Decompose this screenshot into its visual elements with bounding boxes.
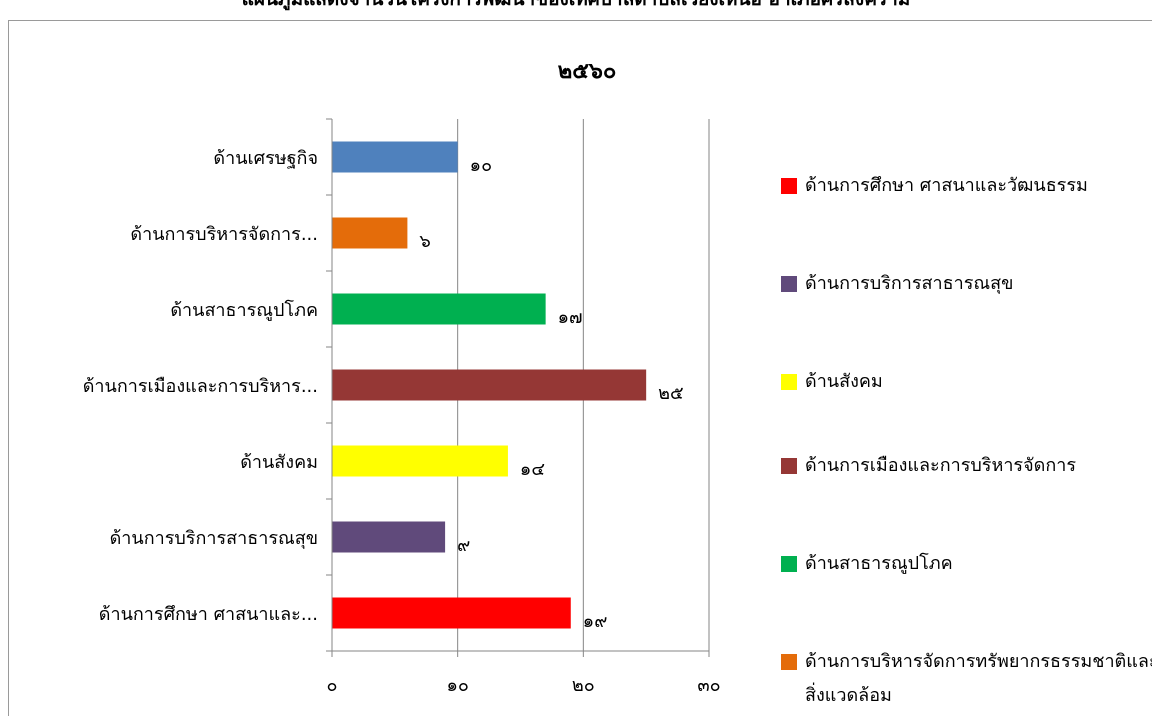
bar (332, 369, 647, 401)
legend-item: ด้านสาธารณูปโภค (781, 547, 1152, 581)
legend-swatch (781, 556, 797, 572)
data-label: ๖ (419, 231, 430, 252)
chart-frame: ๑๙๙๑๔ ๒๕ ๑๗๖๑๐ ๐๑๐ ๒๐ ๓๐ ด้านการศึกษา ศาสนาแล… (8, 20, 1152, 716)
legend-label: ด้านสังคม (805, 371, 883, 392)
legend-label: ด้านการศึกษา ศาสนาและวัฒนธรรม (805, 175, 1088, 196)
legend-label: ด้านการบริการสาธารณสุข (805, 273, 1014, 294)
data-label: ๙ (457, 535, 470, 556)
bar (332, 597, 571, 629)
bar-layer: ๑๙ ๙ ๑๔ ๒๕ ๑๗ ๖ ๑๐ (332, 141, 684, 632)
legend-swatch (781, 654, 797, 670)
legend-item: ด้านสังคม (781, 365, 1152, 399)
bar (332, 445, 508, 477)
data-label: ๑๐ (470, 155, 492, 176)
category-label: ด้านสังคม (240, 452, 318, 473)
x-tick-label: ๐ (327, 675, 338, 696)
legend-label: ด้านการเมืองและการบริหารจัดการ (805, 455, 1077, 476)
data-label: ๑๙ (583, 611, 608, 632)
category-label: ด้านสาธารณูปโภค (170, 299, 318, 321)
chart-title: ๒๕๖๐ (558, 59, 617, 84)
bar (332, 141, 458, 173)
legend-item: ด้านการศึกษา ศาสนาและวัฒนธรรม (781, 169, 1152, 203)
bar-chart: ๑๙๙๑๔๒๕๑๗๖๑๐ ๐๑๐ ๒๐ ๓๐ด้านการศึกษา ศาสนาแล… (83, 59, 721, 696)
legend-item: ด้านการบริหารจัดการทรัพยากรธรรมชาติและสิ… (781, 645, 1152, 713)
legend-swatch (781, 178, 797, 194)
category-label: ด้านการบริหารจัดการ... (130, 224, 318, 245)
category-label: ด้านการศึกษา ศาสนาและ... (99, 604, 318, 625)
bar (332, 293, 546, 325)
bar (332, 521, 446, 553)
x-tick-label: ๒๐ (572, 675, 595, 696)
category-label: ด้านเศรษฐกิจ (213, 148, 318, 169)
data-label: ๑๔ (520, 459, 545, 480)
data-label: ๒๕ (658, 383, 684, 404)
legend-swatch (781, 374, 797, 390)
legend-label: ด้านสาธารณูปโภค (805, 553, 953, 574)
bar (332, 217, 408, 249)
x-tick-label: ๑๐ (446, 675, 468, 696)
legend-item: ด้านการบริการสาธารณสุข (781, 267, 1152, 301)
category-label: ด้านการเมืองและการบริหาร... (83, 376, 318, 397)
legend-swatch (781, 276, 797, 292)
axis-layer: ๐๑๐ ๒๐ ๓๐ด้านการศึกษา ศาสนาและ...ด้านการบร… (83, 118, 721, 696)
legend-item: ด้านการเมืองและการบริหารจัดการ (781, 449, 1152, 483)
legend-label: ด้านการบริหารจัดการทรัพยากรธรรมชาติและสิ… (805, 651, 1152, 706)
legend-swatch (781, 458, 797, 474)
x-tick-label: ๓๐ (697, 675, 720, 696)
page-banner: แผนภูมิแสดงจำนวนโครงการพัฒนาของเทศบาลตำบ… (0, 0, 1152, 14)
data-label: ๑๗ (558, 307, 583, 328)
category-label: ด้านการบริการสาธารณสุข (110, 528, 318, 549)
